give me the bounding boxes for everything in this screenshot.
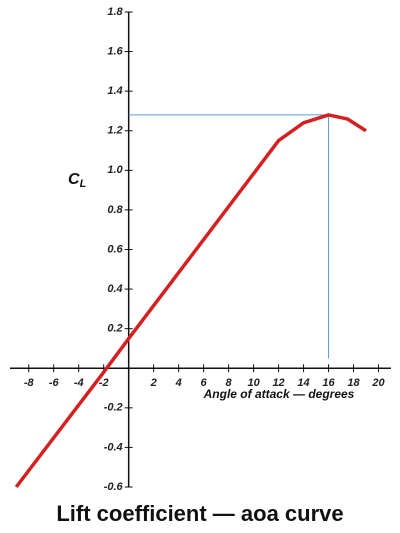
y-tick-label: 0.4	[107, 283, 122, 295]
x-tick-label: 14	[297, 377, 309, 389]
y-tick-label: -0.2	[104, 402, 123, 414]
x-tick-label: 6	[201, 377, 208, 389]
x-tick-label: 10	[247, 377, 260, 389]
x-tick-label: -4	[74, 377, 84, 389]
y-tick-label: -0.4	[104, 441, 123, 453]
y-tick-label: 0.2	[107, 323, 122, 335]
y-axis-label: CL	[68, 171, 87, 190]
x-tick-label: 2	[150, 377, 157, 389]
x-tick-label: -6	[49, 377, 60, 389]
y-tick-label: 1.8	[107, 6, 123, 18]
y-tick-label: 1.6	[107, 45, 123, 57]
x-tick-label: 12	[272, 377, 284, 389]
x-tick-label: 8	[226, 377, 233, 389]
x-tick-label: -2	[99, 377, 109, 389]
x-tick-label: 20	[371, 377, 385, 389]
x-axis-label: Angle of attack — degrees	[203, 387, 355, 401]
x-tick-label: -8	[24, 377, 35, 389]
y-tick-label: -0.6	[104, 481, 124, 493]
chart-title: Lift coefficient — aoa curve	[56, 501, 343, 526]
y-tick-label: 1.4	[107, 85, 122, 97]
y-tick-label: 0.6	[107, 243, 123, 255]
x-tick-label: 18	[347, 377, 360, 389]
x-tick-label: 4	[175, 377, 182, 389]
lift-curve	[14, 113, 367, 489]
y-tick-label: 0.8	[107, 204, 123, 216]
x-tick-label: 16	[322, 377, 335, 389]
y-tick-label: 1.2	[107, 125, 122, 137]
y-tick-label: 1.0	[107, 164, 123, 176]
